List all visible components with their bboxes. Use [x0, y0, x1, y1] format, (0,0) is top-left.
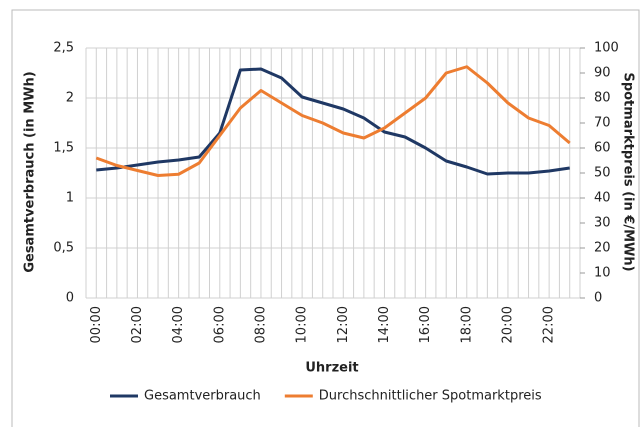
y-tick-label: 1,5	[53, 141, 74, 156]
y-axis-title: Gesamtverbrauch (in MWh)	[23, 71, 38, 272]
y2-tick-label: 30	[594, 216, 611, 231]
x-tick-label: 20:00	[500, 306, 515, 343]
x-tick-label: 22:00	[542, 306, 557, 343]
y2-tick-label: 10	[594, 266, 611, 281]
y2-axis-title: Spotmarktpreis (in €/MWh)	[621, 72, 636, 271]
y2-tick-label: 50	[594, 166, 611, 181]
legend-label: Durchschnittlicher Spotmarktpreis	[319, 389, 542, 404]
y2-tick-label: 20	[594, 241, 611, 256]
x-tick-label: 10:00	[295, 306, 310, 343]
series-line	[95, 65, 571, 177]
x-tick-label: 14:00	[377, 306, 392, 343]
y-tick-label: 1	[66, 191, 74, 206]
x-tick-label: 00:00	[89, 306, 104, 343]
x-tick-label: 06:00	[212, 306, 227, 343]
legend-label: Gesamtverbrauch	[144, 389, 261, 404]
x-tick-label: 18:00	[459, 306, 474, 343]
x-tick-label: 04:00	[171, 306, 186, 343]
y-tick-label: 0,5	[53, 241, 74, 256]
x-tick-label: 08:00	[253, 306, 268, 343]
x-tick-label: 02:00	[130, 306, 145, 343]
y-tick-label: 2	[66, 91, 74, 106]
y2-tick-label: 90	[594, 66, 611, 81]
y2-tick-label: 80	[594, 91, 611, 106]
x-tick-label: 12:00	[336, 306, 351, 343]
x-tick-label: 16:00	[418, 306, 433, 343]
chart-frame	[11, 9, 640, 427]
y2-tick-label: 0	[594, 291, 602, 306]
y2-tick-label: 60	[594, 141, 611, 156]
y-tick-label: 0	[66, 291, 74, 306]
y2-tick-label: 40	[594, 191, 611, 206]
series-line	[96, 67, 570, 176]
y-tick-label: 2,5	[53, 41, 74, 56]
y2-tick-label: 100	[594, 41, 619, 56]
x-axis-title: Uhrzeit	[305, 361, 358, 376]
y2-tick-label: 70	[594, 116, 611, 131]
